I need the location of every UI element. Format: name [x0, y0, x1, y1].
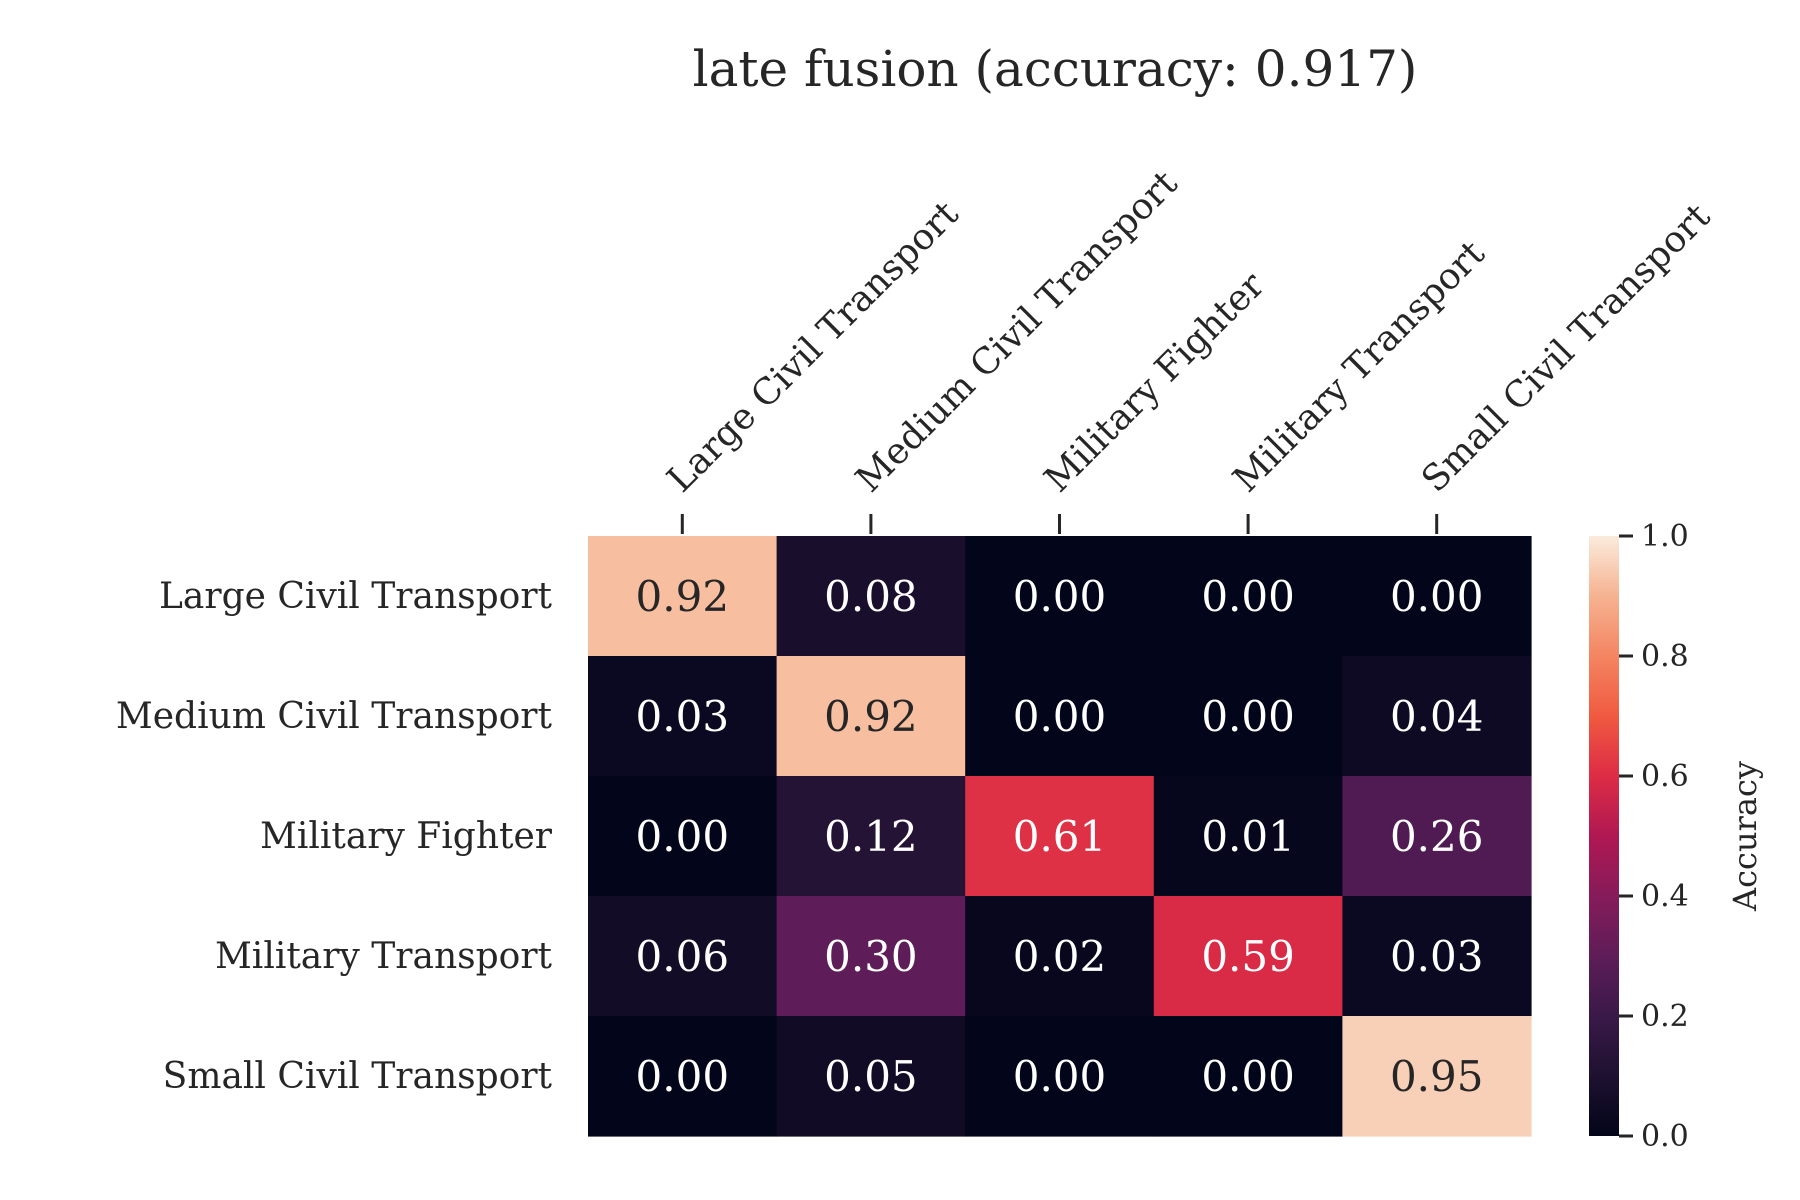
heatmap-cell: [965, 536, 1155, 657]
heatmap-cell: [1342, 1016, 1532, 1137]
y-tick-label: Small Civil Transport: [163, 1056, 553, 1097]
heatmap-cell: [1342, 536, 1532, 657]
colorbar-tick-label: 0.4: [1641, 879, 1689, 914]
cell-value-label: 0.00: [636, 1052, 730, 1101]
y-axis: Large Civil Transport Medium Civil Transp…: [116, 576, 553, 1097]
cell-value-label: 0.61: [1013, 812, 1107, 861]
cell-value-label: 0.00: [1013, 572, 1107, 621]
cell-value-label: 0.02: [1013, 932, 1107, 981]
heatmap-cell: [776, 536, 966, 657]
heatmap-cell: [965, 656, 1155, 777]
cell-value-label: 0.95: [1390, 1052, 1484, 1101]
heatmap-cell: [776, 776, 966, 897]
cell-value-label: 0.59: [1201, 932, 1295, 981]
heatmap-cell: [1342, 896, 1532, 1017]
colorbar-tick-label: 0.2: [1641, 999, 1689, 1034]
cell-value-label: 0.01: [1201, 812, 1295, 861]
chart-title: late fusion (accuracy: 0.917): [693, 40, 1418, 98]
colorbar-label: Accuracy: [1726, 761, 1764, 912]
colorbar-tick-label: 0.6: [1641, 759, 1689, 794]
heatmap-cell: [1153, 656, 1343, 777]
colorbar-tick-label: 0.8: [1641, 639, 1689, 674]
cell-value-label: 0.92: [636, 572, 730, 621]
cell-value-label: 0.12: [824, 812, 918, 861]
heatmap-cell: [1342, 776, 1532, 897]
y-tick-label: Large Civil Transport: [159, 576, 553, 617]
cell-value-label: 0.30: [824, 932, 918, 981]
y-tick-label: Medium Civil Transport: [116, 696, 553, 737]
y-tick-label: Military Transport: [215, 936, 553, 977]
cell-value-label: 0.04: [1390, 692, 1484, 741]
cell-value-label: 0.26: [1390, 812, 1484, 861]
heatmap-cell: [965, 776, 1155, 897]
heatmap-cell: [965, 1016, 1155, 1137]
heatmap-cell: [1153, 1016, 1343, 1137]
heatmap-cell: [965, 896, 1155, 1017]
x-tick-label: Medium Civil Transport: [848, 163, 1186, 501]
cell-value-label: 0.00: [636, 812, 730, 861]
cell-value-label: 0.00: [1390, 572, 1484, 621]
y-tick-label: Military Fighter: [260, 816, 553, 857]
colorbar-scale: [1589, 536, 1619, 1136]
heatmap-cell: [588, 1016, 778, 1137]
cell-value-label: 0.03: [636, 692, 730, 741]
cell-value-label: 0.00: [1013, 1052, 1107, 1101]
heatmap-cell: [776, 896, 966, 1017]
cell-value-label: 0.00: [1201, 692, 1295, 741]
heatmap-cell: [1153, 536, 1343, 657]
heatmap-cell: [776, 656, 966, 777]
cell-value-label: 0.00: [1201, 572, 1295, 621]
heatmap-cell: [588, 656, 778, 777]
heatmap-cell: [588, 896, 778, 1017]
cell-value-label: 0.06: [636, 932, 730, 981]
heatmap: 0.92 0.08 0.00 0.00 0.00 0.03 0.92 0.00 0.00 0.04…: [588, 536, 1532, 1137]
heatmap-cell: [588, 776, 778, 897]
cell-value-label: 0.00: [1201, 1052, 1295, 1101]
cell-value-label: 0.00: [1013, 692, 1107, 741]
colorbar-tick-label: 0.0: [1641, 1119, 1689, 1154]
cell-value-label: 0.08: [824, 572, 918, 621]
colorbar-tick-label: 1.0: [1641, 519, 1689, 554]
cell-value-label: 0.03: [1390, 932, 1484, 981]
heatmap-cell: [1153, 896, 1343, 1017]
cell-value-label: 0.05: [824, 1052, 918, 1101]
heatmap-cell: [1342, 656, 1532, 777]
heatmap-cell: [588, 536, 778, 657]
colorbar: 0.0 0.2 0.4 0.6 0.8 1.0 Accuracy: [1589, 519, 1764, 1154]
heatmap-cell: [776, 1016, 966, 1137]
heatmap-cell: [1153, 776, 1343, 897]
cell-value-label: 0.92: [824, 692, 918, 741]
